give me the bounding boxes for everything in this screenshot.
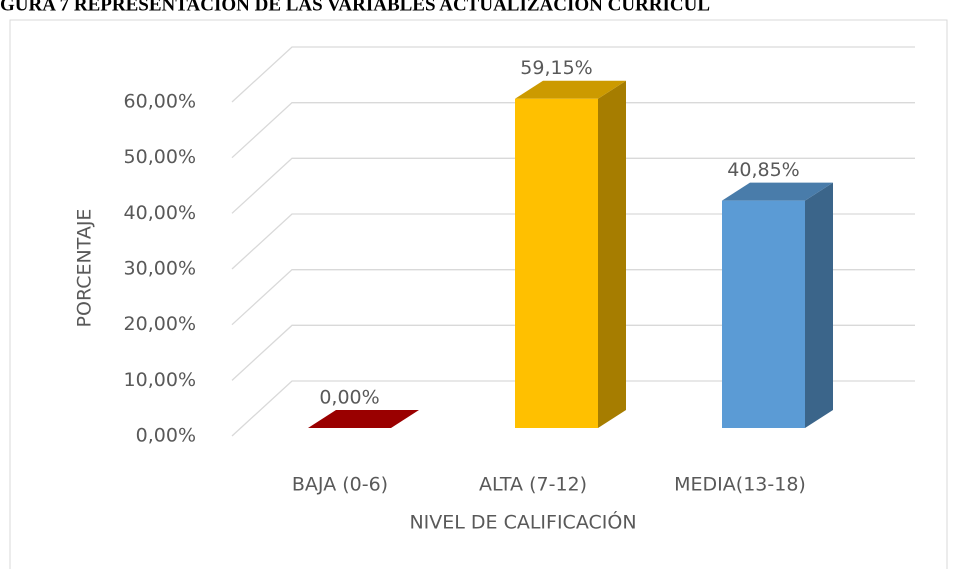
grid-line [231, 380, 915, 437]
grid-line [231, 102, 915, 159]
bar [722, 182, 833, 428]
grid-line [231, 269, 915, 326]
x-axis-label: NIVEL DE CALIFICACIÓN [409, 510, 636, 534]
y-tick-label: 0,00% [136, 425, 196, 447]
grid-line [231, 213, 915, 270]
bar [515, 80, 626, 429]
bar-top [722, 182, 833, 201]
chart-title: GURA 7 REPRESENTACIÓN DE LAS VARIABLES A… [0, 0, 710, 15]
y-tick-label: 10,00% [124, 369, 196, 391]
grid-line [231, 324, 915, 381]
grid-line [231, 157, 915, 214]
x-tick-label: BAJA (0-6) [292, 474, 388, 496]
data-label: 59,15% [520, 57, 592, 79]
y-tick-label: 30,00% [124, 258, 196, 280]
y-axis-label: PORCENTAJE [74, 209, 96, 328]
y-tick-label: 50,00% [124, 146, 196, 168]
y-tick-label: 60,00% [124, 91, 196, 113]
y-tick-label: 20,00% [124, 313, 196, 335]
bar-side [805, 182, 833, 428]
bar-front [722, 200, 805, 428]
chart-border [9, 19, 948, 569]
bar-top [308, 410, 419, 428]
bar-top [515, 80, 626, 99]
bar-front [515, 98, 598, 429]
bar-side [598, 80, 626, 429]
x-tick-label: MEDIA(13-18) [674, 474, 806, 496]
y-tick-label: 40,00% [124, 202, 196, 224]
data-label: 40,85% [727, 159, 799, 181]
bar [308, 410, 419, 428]
grid-line [231, 46, 915, 103]
x-tick-label: ALTA (7-12) [479, 474, 587, 496]
data-label: 0,00% [319, 387, 379, 409]
